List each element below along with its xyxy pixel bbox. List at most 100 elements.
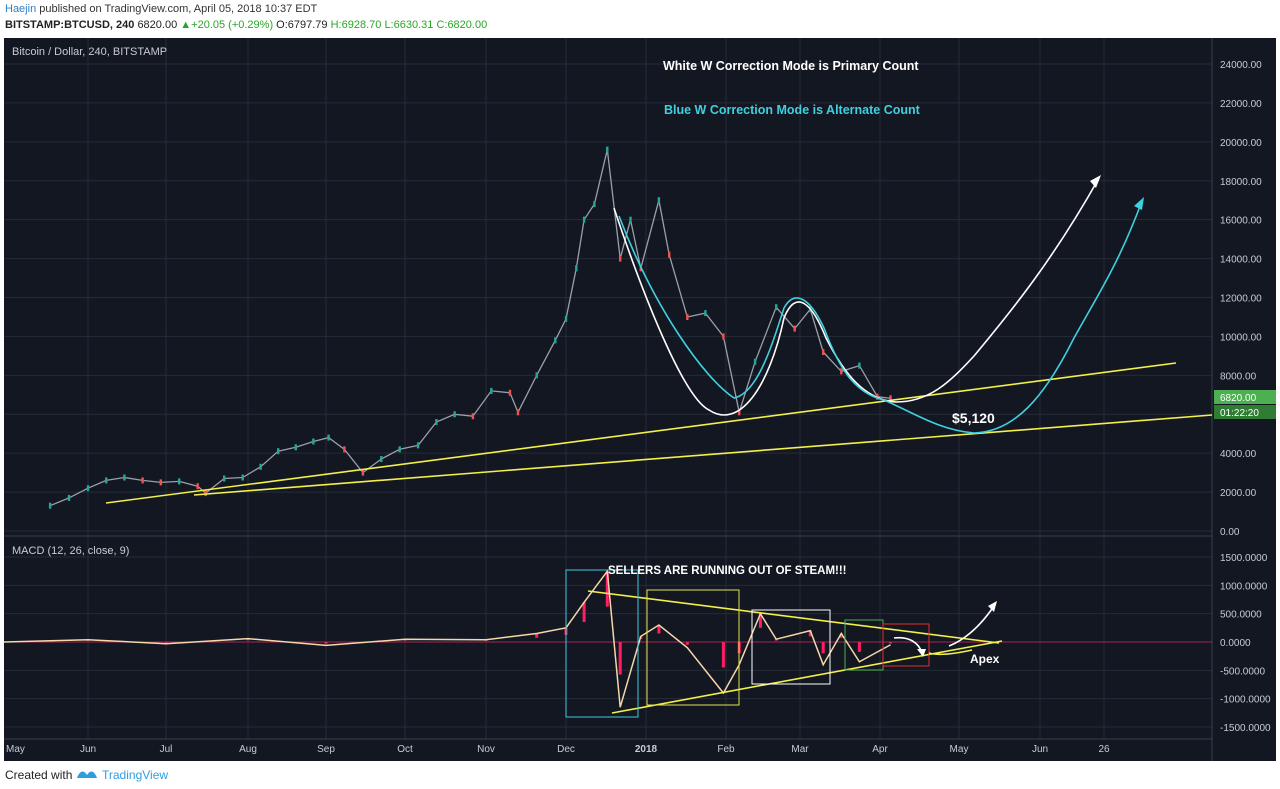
macd-lower-wedge xyxy=(611,640,1003,714)
price-tick-label: 18000.00 xyxy=(1220,177,1262,188)
price-candle xyxy=(327,434,330,441)
macd-line xyxy=(3,569,891,708)
macd-histogram-bar xyxy=(821,642,825,654)
macd-histogram-bar xyxy=(758,613,762,628)
price-series xyxy=(48,146,892,509)
author-link[interactable]: Haejin xyxy=(5,3,37,15)
price-candle xyxy=(178,478,181,485)
low-value: L:6630.31 xyxy=(384,19,434,31)
chart-header: Haejin published on TradingView.com, Apr… xyxy=(0,0,1280,38)
price-candle xyxy=(416,442,420,449)
price-candle xyxy=(793,325,796,332)
macd-histogram-bar xyxy=(889,642,892,644)
price-candle xyxy=(876,393,879,400)
macd-tick-label: 500.0000 xyxy=(1220,610,1262,621)
macd-pane-title: MACD (12, 26, close, 9) xyxy=(12,545,129,557)
price-candle xyxy=(722,333,725,340)
high-value: H:6928.70 xyxy=(330,19,382,31)
price-candle xyxy=(141,477,144,484)
price-candle xyxy=(775,304,778,311)
price-candle xyxy=(657,197,661,204)
price-candle xyxy=(259,463,262,470)
macd-histogram-bar xyxy=(324,642,328,644)
open-value: O:6797.79 xyxy=(276,19,328,31)
price-candle xyxy=(312,438,315,445)
macd-axis[interactable]: 1500.0000 1000.0000 500.0000 0.0000 -500.000… xyxy=(1220,553,1271,734)
time-tick-label: Sep xyxy=(317,744,335,755)
price-axis[interactable]: 24000.00 22000.00 20000.00 18000.00 16000.00… xyxy=(1220,60,1262,538)
price-candle xyxy=(380,456,383,462)
price-candle xyxy=(858,362,861,369)
macd-histogram-bar xyxy=(605,571,609,607)
price-candle xyxy=(704,310,707,317)
time-tick-label: Mar xyxy=(791,744,809,755)
tradingview-logo-icon xyxy=(77,771,97,778)
time-tick-label: Jul xyxy=(160,744,173,755)
macd-histogram-bar xyxy=(839,633,843,638)
price-candle xyxy=(490,387,493,394)
price-candle xyxy=(516,409,520,416)
time-tick-label: Jun xyxy=(80,744,96,755)
price-candle xyxy=(508,389,512,396)
price-candle xyxy=(822,349,825,355)
macd-upper-wedge xyxy=(587,590,1000,644)
macd-histogram-bar xyxy=(808,630,812,637)
price-candle xyxy=(575,265,578,272)
last-price-value: 6820.00 xyxy=(1220,393,1257,404)
close-value: C:6820.00 xyxy=(436,19,488,31)
macd-curve-arrow xyxy=(893,636,923,654)
apex-label: Apex xyxy=(970,652,1000,666)
macd-headline: SELLERS ARE RUNNING OUT OF STEAM!!! xyxy=(608,565,847,577)
time-tick-label: Jun xyxy=(1032,744,1048,755)
time-tick-label: 2018 xyxy=(635,744,658,755)
last-price-tag xyxy=(1214,390,1276,404)
price-candle xyxy=(582,216,586,223)
symbol-label[interactable]: BITSTAMP:BTCUSD, 240 xyxy=(5,19,135,31)
price-grid xyxy=(4,38,1212,739)
macd-tick-label: 1000.0000 xyxy=(1220,581,1268,592)
white-count-note: White W Correction Mode is Primary Count xyxy=(663,59,919,73)
price-tick-label: 0.00 xyxy=(1220,527,1240,538)
price-candle xyxy=(343,446,346,453)
price-candle xyxy=(223,475,226,482)
macd-histogram-bar xyxy=(246,638,250,641)
chart-area[interactable]: 24000.00 22000.00 20000.00 18000.00 16000.00… xyxy=(3,38,1276,761)
macd-histogram-bar xyxy=(657,625,661,634)
lower-support-trendline xyxy=(193,414,1213,496)
publisher-line: Haejin published on TradingView.com, Apr… xyxy=(5,3,317,15)
chart-svg[interactable]: 24000.00 22000.00 20000.00 18000.00 16000.00… xyxy=(3,38,1276,761)
macd-tick-label: 0.0000 xyxy=(1220,638,1251,649)
price-candle xyxy=(159,479,162,486)
price-candle xyxy=(554,337,557,344)
price-tick-label: 2000.00 xyxy=(1220,488,1257,499)
up-arrow-icon: ▲ xyxy=(180,19,192,31)
time-axis[interactable]: May Jun Jul Aug Sep Oct Nov Dec 2018 Feb Mar Apr May… xyxy=(6,744,1110,755)
macd-histogram-bar xyxy=(618,642,622,675)
price-tick-label: 20000.00 xyxy=(1220,138,1262,149)
price-candle xyxy=(738,409,741,416)
macd-tick-label: -500.0000 xyxy=(1220,666,1265,677)
price-candle xyxy=(668,251,671,258)
macd-tick-label: 1500.0000 xyxy=(1220,553,1268,564)
price-candle xyxy=(48,502,52,509)
countdown-tag xyxy=(1214,405,1276,419)
red-box xyxy=(882,623,930,667)
symbol-line: BITSTAMP:BTCUSD, 240 6820.00 ▲+20.05 (+0… xyxy=(5,19,487,31)
tradingview-brand[interactable]: TradingView xyxy=(102,768,169,782)
price-candle xyxy=(619,255,622,262)
created-with-text: Created with xyxy=(5,768,73,782)
price-tick-label: 12000.00 xyxy=(1220,294,1262,305)
price-tick-label: 4000.00 xyxy=(1220,449,1257,460)
price-candle xyxy=(889,395,892,402)
time-tick-label: Aug xyxy=(239,744,257,755)
price-tick-label: 24000.00 xyxy=(1220,60,1262,71)
price-candle xyxy=(535,372,538,379)
price-candle xyxy=(593,201,596,208)
macd-down-arrow-head-icon xyxy=(917,649,926,657)
current-price: 6820.00 xyxy=(137,19,178,31)
price-change: +20.05 (+0.29%) xyxy=(191,19,274,31)
footer: Created with TradingView xyxy=(0,761,1280,789)
time-tick-label: Apr xyxy=(872,744,888,755)
time-tick-label: Feb xyxy=(717,744,735,755)
macd-tick-label: -1000.0000 xyxy=(1220,695,1271,706)
